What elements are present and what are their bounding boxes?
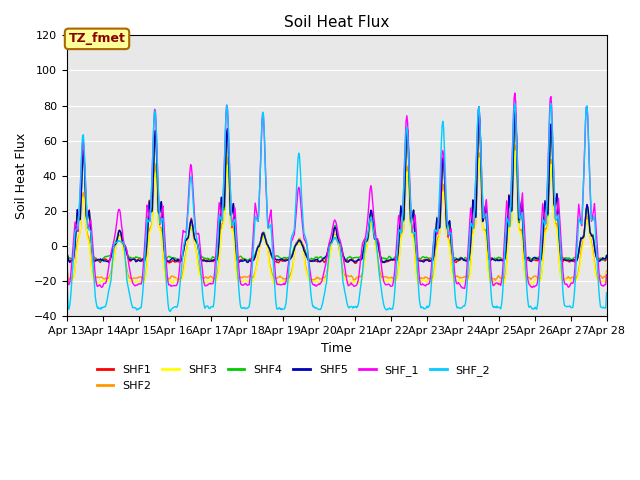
SHF1: [419, 258, 426, 264]
SHF_2: [212, 264, 220, 270]
SHF_1: [73, 223, 81, 229]
SHF4: [129, 256, 137, 262]
SHF3: [511, 148, 519, 154]
Line: SHF1: SHF1: [67, 109, 607, 264]
SHF4: [603, 252, 611, 258]
SHF4: [63, 249, 70, 255]
Line: SHF4: SHF4: [67, 113, 607, 261]
Y-axis label: Soil Heat Flux: Soil Heat Flux: [15, 133, 28, 219]
SHF_1: [418, 282, 426, 288]
SHF4: [403, 131, 411, 136]
SHF_1: [511, 90, 519, 96]
SHF4: [73, 220, 81, 226]
SHF3: [529, 281, 536, 287]
SHF2: [63, 260, 70, 266]
SHF2: [212, 276, 220, 282]
SHF2: [603, 268, 611, 274]
SHF_2: [73, 227, 81, 232]
Line: SHF_2: SHF_2: [67, 104, 607, 312]
Text: TZ_fmet: TZ_fmet: [68, 32, 125, 46]
SHF4: [97, 258, 105, 264]
SHF5: [128, 257, 136, 263]
SHF2: [511, 142, 519, 148]
Line: SHF_1: SHF_1: [67, 93, 607, 288]
Line: SHF5: SHF5: [67, 110, 607, 263]
SHF2: [419, 276, 426, 281]
SHF_2: [184, 215, 191, 221]
SHF2: [128, 276, 136, 281]
SHF5: [235, 260, 243, 265]
SHF1: [212, 257, 220, 263]
SHF_2: [403, 124, 411, 130]
SHF4: [419, 254, 426, 260]
SHF1: [73, 220, 81, 226]
SHF5: [511, 107, 519, 113]
SHF3: [183, 246, 191, 252]
SHF4: [184, 235, 191, 241]
SHF_2: [128, 303, 136, 309]
SHF1: [603, 254, 611, 260]
Title: Soil Heat Flux: Soil Heat Flux: [284, 15, 389, 30]
SHF5: [403, 125, 411, 131]
SHF4: [511, 110, 519, 116]
SHF3: [603, 270, 611, 276]
SHF4: [212, 255, 220, 261]
SHF_1: [183, 219, 191, 225]
X-axis label: Time: Time: [321, 342, 352, 355]
SHF_1: [128, 278, 136, 284]
SHF3: [418, 277, 426, 283]
SHF3: [212, 278, 220, 284]
SHF1: [128, 256, 136, 262]
SHF_1: [461, 286, 468, 291]
SHF2: [183, 245, 191, 251]
SHF1: [511, 107, 519, 112]
SHF1: [63, 250, 70, 255]
Legend: SHF1, SHF2, SHF3, SHF4, SHF5, SHF_1, SHF_2: SHF1, SHF2, SHF3, SHF4, SHF5, SHF_1, SHF…: [92, 361, 495, 395]
SHF_1: [63, 262, 70, 268]
SHF5: [73, 218, 81, 224]
SHF_1: [212, 258, 220, 264]
SHF5: [63, 249, 70, 254]
Line: SHF3: SHF3: [67, 151, 607, 284]
SHF3: [73, 252, 81, 258]
SHF_1: [402, 119, 410, 124]
SHF_2: [603, 290, 611, 296]
SHF_1: [603, 272, 611, 277]
SHF2: [403, 164, 411, 169]
SHF_2: [63, 274, 70, 279]
SHF5: [603, 253, 611, 259]
SHF_2: [419, 305, 426, 311]
SHF2: [73, 248, 81, 253]
SHF3: [128, 278, 136, 284]
SHF3: [63, 263, 70, 269]
SHF_2: [166, 309, 174, 314]
SHF5: [183, 236, 191, 241]
SHF_2: [547, 101, 555, 107]
SHF5: [419, 259, 426, 264]
SHF1: [183, 237, 191, 242]
SHF5: [212, 258, 220, 264]
SHF1: [403, 129, 411, 135]
SHF3: [402, 178, 410, 184]
Line: SHF2: SHF2: [67, 145, 607, 281]
SHF2: [391, 278, 399, 284]
SHF1: [351, 261, 359, 266]
